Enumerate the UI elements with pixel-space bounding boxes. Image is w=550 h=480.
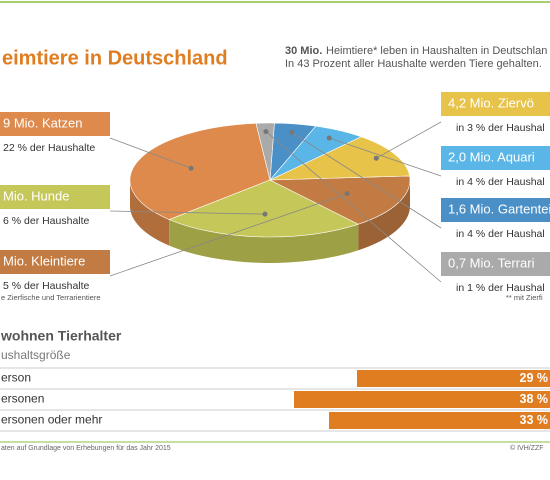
slice-side — [169, 219, 359, 263]
note: ** mit Zierfi — [506, 293, 543, 302]
pie-slice — [168, 179, 360, 238]
pie-slice — [255, 122, 275, 181]
slice-label: 2,0 Mio. Aquari — [448, 149, 535, 164]
slice-sublabel: in 3 % der Haushal — [456, 122, 545, 134]
pie-slice — [129, 122, 271, 220]
row-label: ersonen oder mehr — [1, 413, 102, 427]
leader-dot — [373, 155, 379, 161]
label-box — [441, 92, 550, 116]
slice-side — [358, 180, 410, 251]
value-label: 33 % — [520, 413, 549, 427]
note: e Zierfische und Terrarientiere — [1, 293, 101, 302]
leader-line — [109, 193, 348, 277]
leader-line — [329, 137, 442, 177]
label-box — [0, 112, 110, 136]
slice-sublabel: in 1 % der Haushal — [456, 282, 545, 294]
bar — [329, 412, 550, 429]
leader-line — [265, 131, 442, 283]
label-box — [441, 146, 550, 170]
label-box — [441, 252, 550, 276]
leader-dot — [289, 129, 295, 135]
row-label: erson — [1, 371, 31, 385]
slice-label: 4,2 Mio. Ziervö — [448, 95, 534, 110]
intro-text: Heimtiere* leben in Haushalten in Deutsc… — [326, 45, 547, 57]
bar-title: wohnen Tierhalter — [0, 328, 122, 344]
slice-sublabel: 5 % der Haushalte — [3, 280, 90, 292]
intro-text: In 43 Prozent aller Haushalte werden Tie… — [285, 58, 542, 70]
leader-dot — [344, 191, 350, 197]
slice-label: 9 Mio. Katzen — [3, 115, 83, 130]
leader-dot — [263, 129, 269, 135]
leader-dot — [326, 135, 332, 141]
slice-sublabel: in 4 % der Haushal — [456, 176, 545, 188]
source: aten auf Grundlage von Erhebungen für da… — [1, 445, 171, 452]
row-label: ersonen — [1, 392, 44, 406]
leader-line — [376, 121, 442, 159]
bar — [357, 370, 550, 387]
slice-sublabel: 6 % der Haushalte — [3, 215, 90, 227]
title: eimtiere in Deutschland — [2, 47, 228, 69]
slice-sublabel: in 4 % der Haushal — [456, 228, 545, 240]
pie-slice — [269, 136, 410, 181]
label-box — [0, 250, 110, 274]
leader-line — [109, 137, 192, 169]
label-box — [441, 198, 550, 222]
bar — [294, 391, 550, 408]
leader-line — [109, 210, 265, 215]
value-label: 29 % — [520, 371, 549, 385]
leader-dot — [188, 165, 194, 171]
pie-slice — [269, 175, 411, 225]
bar-subtitle: ushaltsgröße — [1, 348, 71, 362]
leader-line — [291, 132, 442, 229]
slice-label: 1,6 Mio. Gartenteiche — [448, 201, 550, 216]
value-label: 38 % — [520, 392, 549, 406]
intro-bold: 30 Mio. — [285, 45, 322, 57]
leader-dot — [262, 211, 268, 217]
slice-sublabel: 22 % der Haushalte — [3, 142, 95, 154]
slice-side — [130, 180, 170, 246]
slice-label: Mio. Hunde — [3, 188, 69, 203]
credit: © IVH/ZZF — [510, 444, 544, 452]
slice-label: Mio. Kleintiere — [3, 253, 85, 268]
slice-label: 0,7 Mio. Terrari — [448, 255, 535, 270]
label-box — [0, 185, 110, 209]
